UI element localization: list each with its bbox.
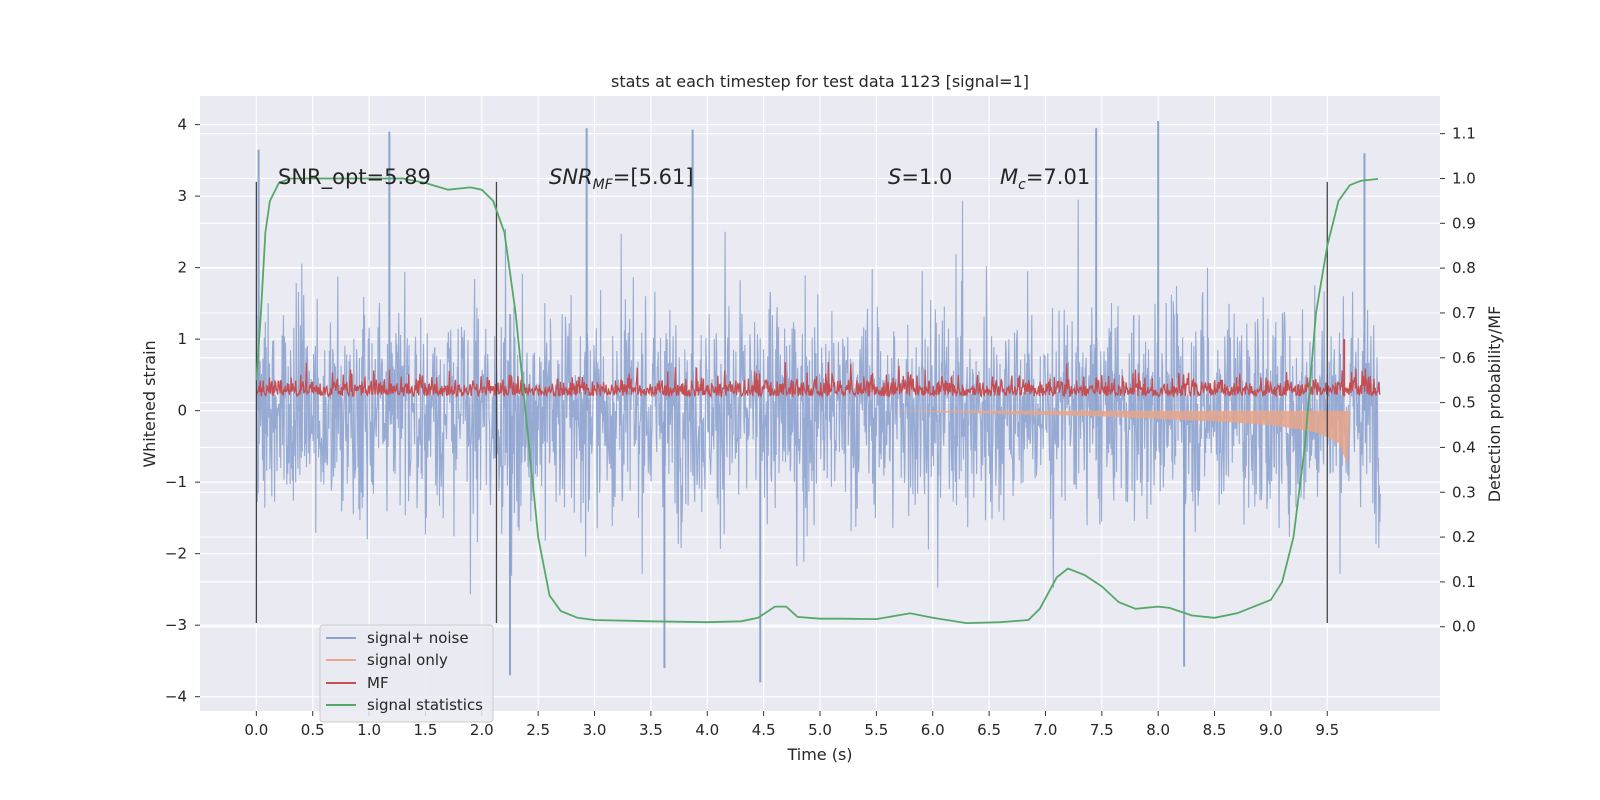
y-right-tick-label: 0.4: [1452, 438, 1476, 456]
y-tick-label: 1: [177, 330, 187, 348]
x-tick-label: 2.5: [526, 721, 550, 739]
x-tick-label: 8.0: [1146, 721, 1170, 739]
series-mf: [255, 339, 1381, 399]
y-right-tick-label: 1.0: [1452, 169, 1476, 187]
x-tick-label: 9.0: [1259, 721, 1283, 739]
y-right-tick-label: 0.6: [1452, 349, 1476, 367]
legend-label-signal-only: signal only: [367, 651, 448, 669]
x-tick-label: 4.5: [752, 721, 776, 739]
x-tick-label: 5.5: [864, 721, 888, 739]
y-tick-label: 0: [177, 402, 187, 420]
x-tick-label: 4.0: [695, 721, 719, 739]
y-tick-label: −1: [165, 473, 187, 491]
x-tick-label: 0.5: [301, 721, 325, 739]
signal-plus-noise-line: [255, 199, 1381, 595]
annotation-mc: Mc=7.01: [1000, 165, 1090, 193]
x-tick-label: 7.0: [1034, 721, 1058, 739]
legend-label-mf: MF: [367, 674, 389, 692]
y-tick-label: 3: [177, 187, 187, 205]
y-tick-label: −4: [165, 688, 187, 706]
annotation-snr-mf: SNRMF=[5.61]: [549, 165, 694, 193]
annotation-snr-opt: SNR_opt=5.89: [278, 165, 431, 190]
vertical-markers: [255, 181, 1328, 624]
signal-statistics-line: [255, 177, 1379, 625]
x-tick-label: 3.0: [583, 721, 607, 739]
legend-label-signal-plus-noise: signal+ noise: [367, 629, 469, 647]
y-right-tick-label: 0.3: [1452, 483, 1476, 501]
tick-labels: 0.0 0.5 1.0 1.5 2.0 2.5 3.0 3.5 4.0 4.5 5.0 5.5 6.0 6…: [165, 116, 1476, 739]
signal-only-envelope: [876, 410, 1350, 465]
x-tick-label: 8.5: [1203, 721, 1227, 739]
x-tick-label: 0.0: [244, 721, 268, 739]
chart-title: stats at each timestep for test data 112…: [611, 72, 1029, 91]
y-right-tick-label: 0.2: [1452, 528, 1476, 546]
y-right-tick-label: 0.5: [1452, 394, 1476, 412]
y-right-tick-label: 0.7: [1452, 304, 1476, 322]
x-tick-label: 6.0: [921, 721, 945, 739]
x-tick-label: 1.5: [414, 721, 438, 739]
x-tick-label: 1.0: [357, 721, 381, 739]
y-tick-label: −3: [165, 616, 187, 634]
y-tick-label: 4: [177, 116, 187, 134]
x-axis-label: Time (s): [786, 745, 852, 764]
mf-line: [255, 361, 1381, 399]
x-tick-label: 7.5: [1090, 721, 1114, 739]
grid-lines: [200, 96, 1440, 711]
x-tick-label: 2.0: [470, 721, 494, 739]
y-tick-label: 2: [177, 259, 187, 277]
y-right-tick-label: 0.1: [1452, 573, 1476, 591]
x-tick-label: 9.5: [1315, 721, 1339, 739]
x-tick-label: 5.0: [808, 721, 832, 739]
series-signal-only: [876, 410, 1350, 465]
legend-box: [319, 624, 494, 723]
x-tick-label: 3.5: [639, 721, 663, 739]
y-right-tick-label: 0.9: [1452, 214, 1476, 232]
series-signal-plus-noise: [255, 121, 1381, 683]
y-axis-right-label: Detection probability/MF: [1485, 306, 1504, 503]
y-right-tick-label: 1.1: [1452, 125, 1476, 143]
annotation-s: S=1.0: [888, 165, 952, 189]
y-axis-label: Whitened strain: [140, 340, 159, 467]
y-right-tick-label: 0.0: [1452, 618, 1476, 636]
y-right-tick-label: 0.8: [1452, 259, 1476, 277]
y-tick-label: −2: [165, 545, 187, 563]
legend: signal+ noise signal only MF signal stat…: [319, 624, 494, 723]
legend-label-signal-statistics: signal statistics: [367, 696, 483, 714]
series-signal-statistics: [255, 177, 1379, 625]
x-tick-label: 6.5: [977, 721, 1001, 739]
